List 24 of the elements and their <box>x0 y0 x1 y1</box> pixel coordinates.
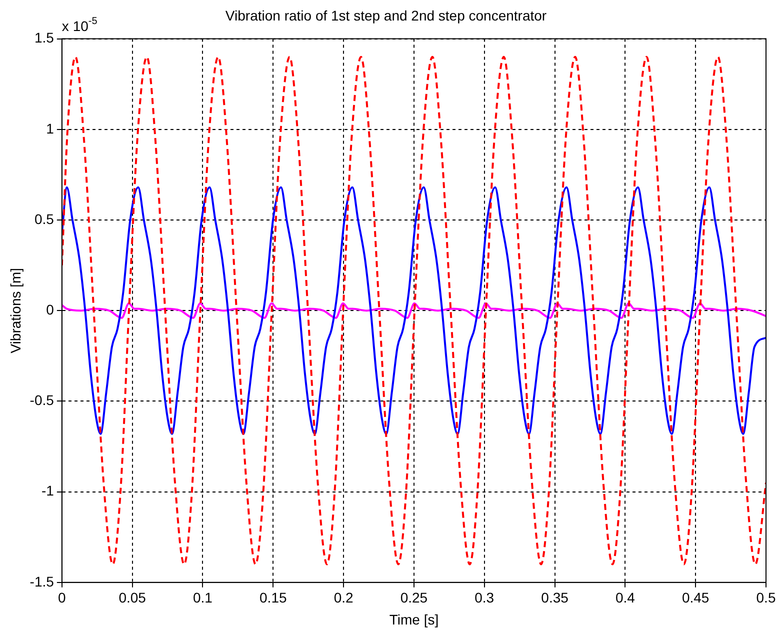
x-axis-title: Time [s] <box>389 611 439 628</box>
x-tick-label: 0.1 <box>193 590 213 606</box>
line-series <box>62 56 766 566</box>
y-tick-label: -0.5 <box>30 392 54 408</box>
y-tick-label: 1 <box>46 120 54 136</box>
x-tick-label: 0.3 <box>474 590 494 606</box>
y-tick-label: 0 <box>46 301 54 318</box>
x-tick-label: 0 <box>58 590 66 606</box>
x-tick-label: 0.4 <box>615 590 636 606</box>
y-tick-label: 1.5 <box>34 30 54 46</box>
x-tick-label: 0.45 <box>682 590 710 606</box>
x-tick-label: 0.15 <box>260 590 287 606</box>
y-axis-title: Vibrations [m] <box>7 268 24 354</box>
x-tick-label: 0.35 <box>541 590 569 606</box>
y-tick-label: -1 <box>41 482 54 499</box>
x-tick-label: 0.25 <box>400 590 428 606</box>
x-tick-label: 0.5 <box>756 590 776 606</box>
y-tick-label: 0.5 <box>34 210 54 227</box>
line-series <box>62 186 766 435</box>
chart-title: Vibration ratio of 1st step and 2nd step concentrator <box>225 7 547 24</box>
x-tick-label: 0.2 <box>334 590 354 606</box>
y-tick-label: -1.5 <box>30 573 54 590</box>
line-series <box>62 302 766 319</box>
x-tick-label: 0.05 <box>118 590 146 606</box>
